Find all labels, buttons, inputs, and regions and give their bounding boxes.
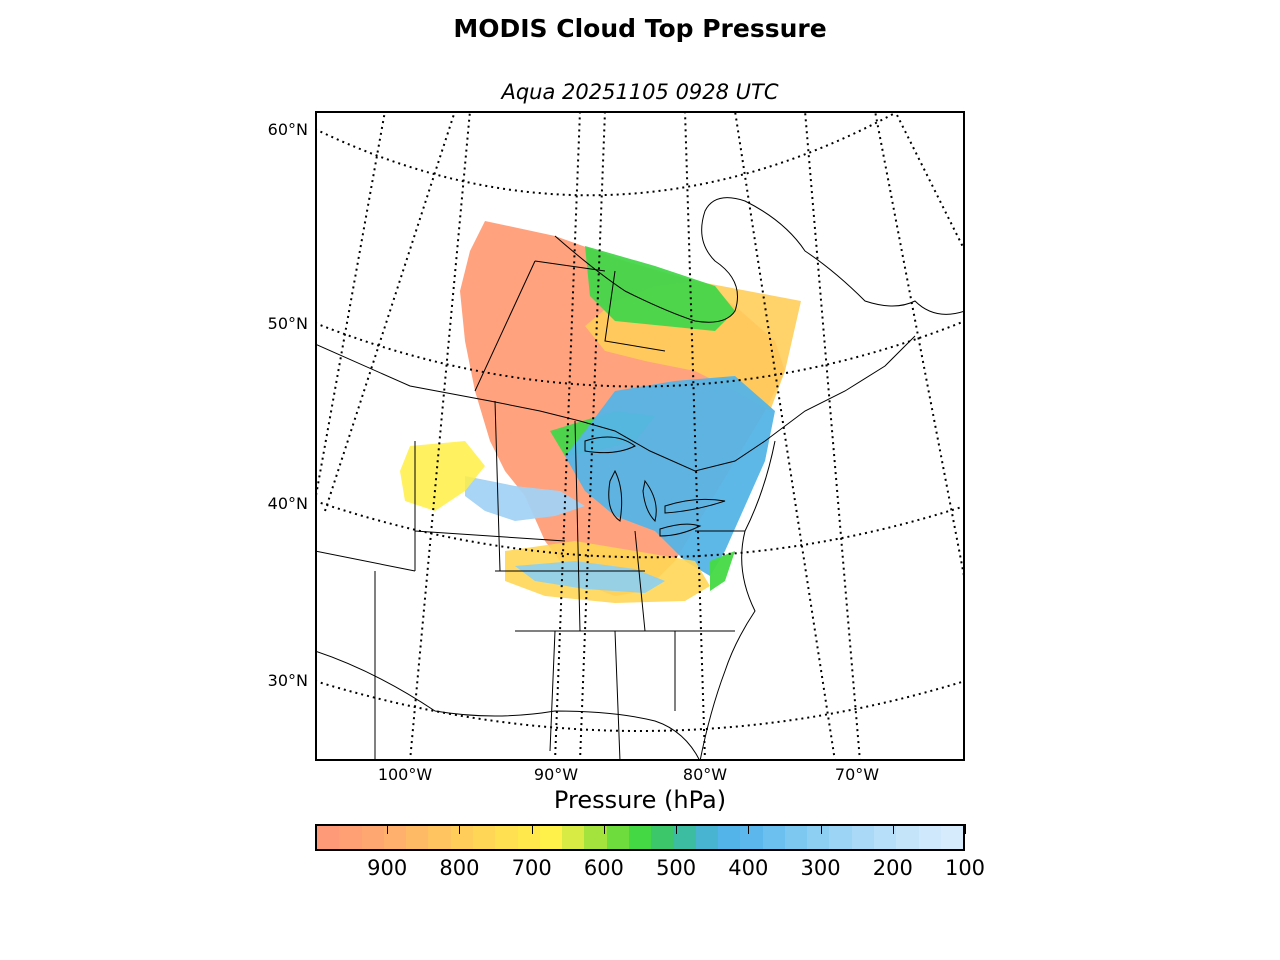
lat-label-40n: 40°N [267,494,308,513]
lat-label-30n: 30°N [267,671,308,690]
colorbar-tick-mark [892,824,894,834]
swath-green-north [585,246,735,331]
atlantic-coast [699,440,776,761]
meridian-100w [409,111,471,761]
colorbar-tick-mark [748,824,750,834]
meridian-75w [734,111,836,761]
colorbar-tick-mark [820,824,822,834]
parallel-40n [315,500,965,559]
colorbar-tick-label: 100 [944,856,986,880]
colorbar-tick-label: 700 [511,856,552,880]
colorbar-segment [606,826,629,849]
swath-yellow-west [400,441,485,511]
map-panel [315,111,965,761]
swath-blue [565,376,775,576]
colorbar-tick-label: 600 [583,856,624,880]
colorbar-segment [896,826,919,849]
colorbar [315,824,965,851]
colorbar-tick-label: 500 [656,856,697,880]
colorbar-segment [317,826,340,849]
colorbar-segment [517,826,540,849]
colorbar-tick-label: 800 [439,856,480,880]
colorbar-segment [762,826,785,849]
colorbar-segment [718,826,741,849]
lat-label-60n: 60°N [267,120,308,139]
lon-label-80w: 80°W [682,765,728,784]
meridian-80w [684,111,706,761]
lon-label-90w: 90°W [533,765,579,784]
colorbar-tick-mark [531,824,533,834]
colorbar-segment [428,826,451,849]
map-border [315,111,965,761]
colorbar-tick-mark [603,824,605,834]
colorbar-tick-mark [387,824,389,834]
colorbar-tick-label: 200 [872,856,913,880]
colorbar-segment [406,826,429,849]
great-lakes [584,436,726,537]
colorbar-segment [361,826,384,849]
colorbar-segment [695,826,719,849]
colorbar-segment [874,826,897,849]
meridian-95w [324,111,456,512]
lat-label-50n: 50°N [267,314,308,333]
parallel-50n [315,320,965,388]
meridian-60w [894,111,965,252]
colorbar-segment [562,826,585,849]
colorbar-segment [339,826,362,849]
canada-provinces [474,260,666,392]
meridian-110w [315,111,386,502]
borders [315,197,965,761]
swath-blue-light [465,476,585,521]
colorbar-segment [851,826,875,849]
colorbar-label: Pressure (hPa) [553,786,727,814]
meridian-90w [554,111,581,761]
chart-title: MODIS Cloud Top Pressure [453,14,827,43]
colorbar-segment [918,826,941,849]
swath-blue-south [515,561,665,593]
colorbar-segment [383,826,407,849]
lon-label-70w: 70°W [834,765,880,784]
colorbar-tick-label: 900 [367,856,408,880]
chart-subtitle: Aqua 20251105 0928 UTC [501,80,779,104]
parallel-30n [315,680,965,732]
colorbar-segment [740,826,763,849]
colorbar-segment [584,826,607,849]
meridian-65w [874,111,965,582]
colorbar-segment [940,826,964,849]
colorbar-segment [673,826,696,849]
colorbar-segment [829,826,852,849]
colorbar-segment [628,826,652,849]
colorbar-segment [450,826,473,849]
colorbar-segment [651,826,674,849]
state-lines [315,400,745,761]
colorbar-tick-label: 400 [728,856,769,880]
colorbar-segment [807,826,830,849]
gulf-coast [315,650,701,761]
lon-label-100w: 100°W [377,765,433,784]
swath-green-southeast [710,551,735,591]
hudson-bay-coast [554,197,965,323]
colorbar-segment [495,826,518,849]
colorbar-segment [472,826,496,849]
parallel-60n [315,111,901,197]
map-svg [315,111,965,761]
colorbar-tick-mark [676,824,678,834]
colorbar-segment [784,826,808,849]
colorbar-tick-label: 300 [800,856,841,880]
colorbar-tick-mark [965,824,966,834]
meridian-70w [804,111,861,761]
meridian-85w [579,111,606,761]
colorbar-segment [539,826,563,849]
graticule [315,111,965,761]
colorbar-tick-mark [459,824,461,834]
us-canada-border [315,335,916,472]
cloud-swath [400,221,801,603]
